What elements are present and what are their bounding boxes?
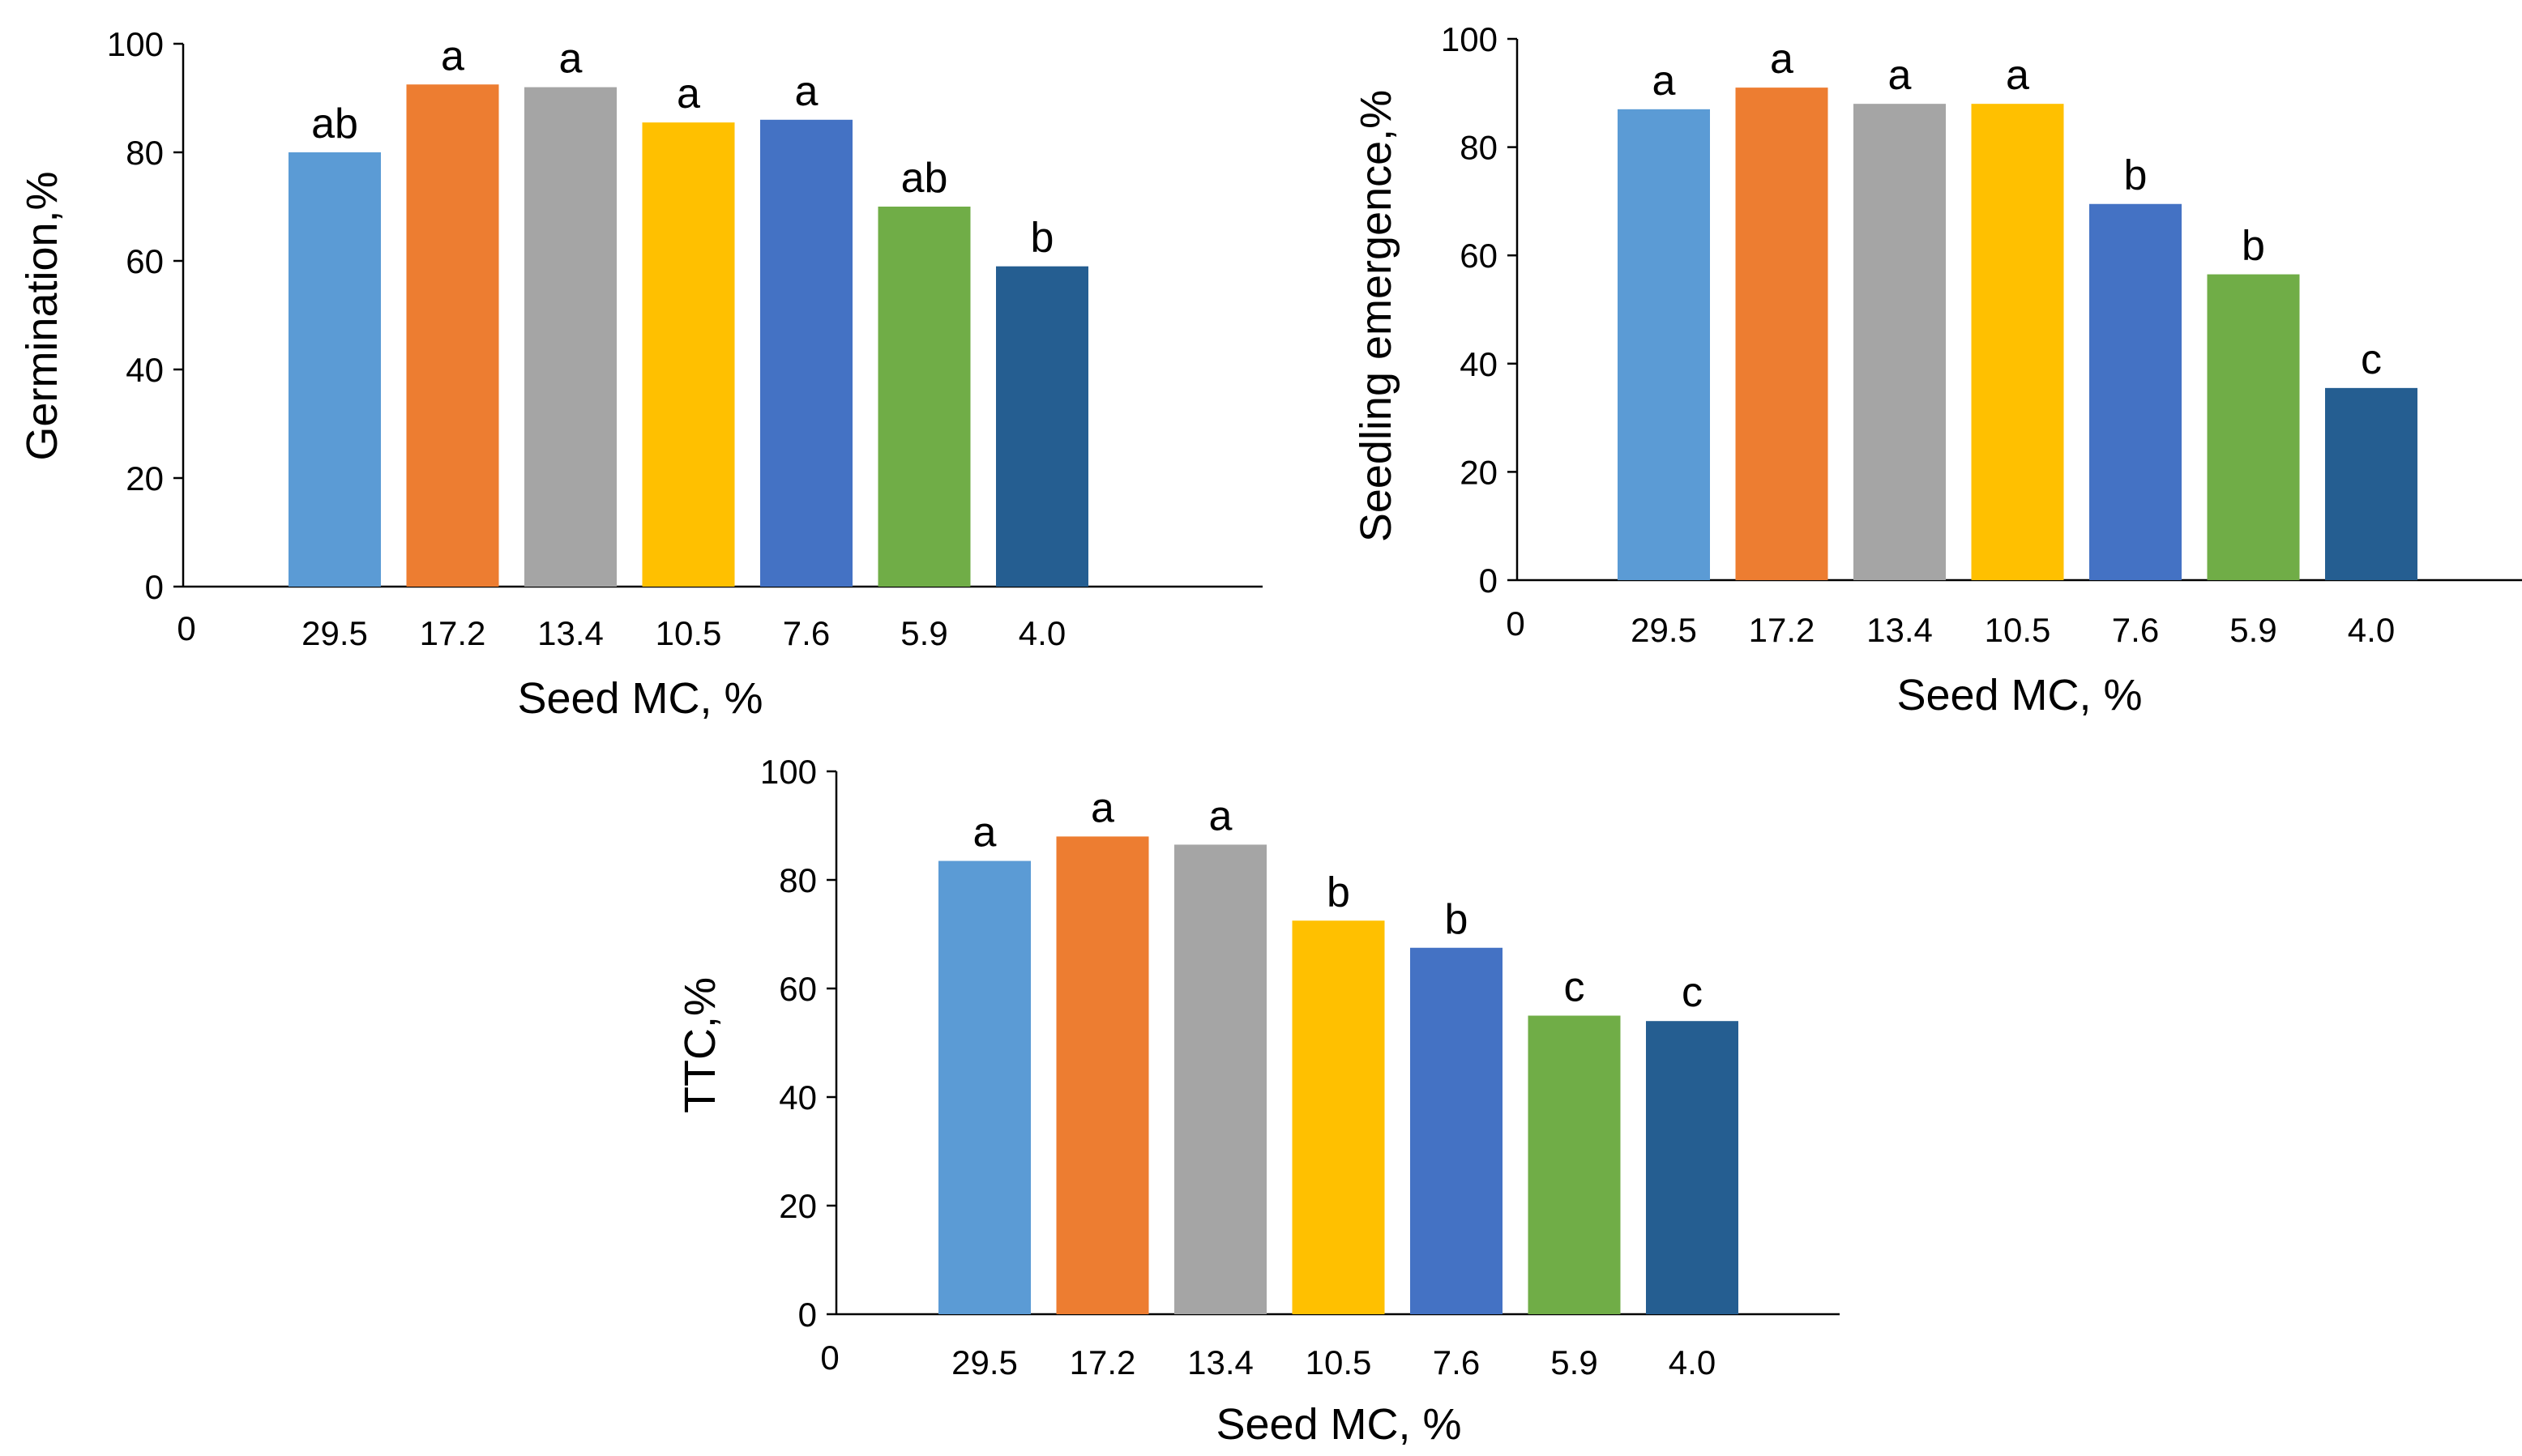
x-tick-label: 10.5	[1985, 611, 2051, 649]
x-tick-label: 4.0	[2348, 611, 2395, 649]
bar	[2325, 387, 2417, 580]
bar	[1971, 104, 2064, 580]
y-tick-label: 40	[126, 351, 164, 389]
y-tick-label: 80	[779, 861, 817, 899]
chart-svg: 0 20 40 60 80 100 0 a 29.5 a 17.2 a 13.4 b 10.5 b 7.6 c 5.…	[676, 753, 1840, 1449]
bar	[996, 266, 1088, 587]
significance-label: a	[1770, 36, 1793, 83]
y-tick-label: 60	[126, 242, 164, 280]
x-tick-label: 7.6	[2112, 611, 2159, 649]
significance-label: a	[677, 70, 700, 117]
bar	[1410, 947, 1503, 1314]
seedling-emergence-chart: 0 20 40 60 80 100 0 a 29.5 a 17.2 a 13.4 a 10.5 b 7.6 b 5.…	[1297, 0, 2522, 729]
bar	[2207, 274, 2300, 580]
significance-label: a	[1209, 792, 1233, 839]
bar	[1174, 844, 1267, 1314]
bar	[1056, 836, 1149, 1314]
x-tick-label: 4.0	[1019, 614, 1066, 652]
y-tick-label: 80	[126, 134, 164, 172]
bar	[642, 122, 735, 587]
significance-label: b	[1445, 896, 1468, 943]
x-axis-title: Seed MC, %	[1896, 671, 2142, 719]
x-axis-title: Seed MC, %	[517, 674, 763, 723]
x-tick-label: 10.5	[656, 614, 722, 652]
significance-label: a	[973, 809, 997, 856]
y-tick-label: 100	[107, 25, 164, 63]
x-tick-label: 4.0	[1669, 1343, 1716, 1381]
significance-label: c	[1564, 964, 1585, 1011]
x-tick-label: 5.9	[1550, 1343, 1597, 1381]
x-tick-label: 17.2	[1749, 611, 1815, 649]
bar	[760, 119, 853, 587]
bar	[878, 207, 971, 587]
bar	[1735, 88, 1828, 581]
y-tick-label: 0	[1479, 561, 1498, 600]
significance-label: a	[1091, 784, 1114, 831]
y-tick-label: 0	[145, 568, 164, 606]
significance-label: a	[1888, 52, 1912, 99]
chart-svg: 0 20 40 60 80 100 0 ab 29.5 a 17.2 a 13.4 a 10.5 a 7.6 ab…	[18, 25, 1263, 723]
significance-label: b	[1031, 215, 1054, 262]
significance-label: c	[2361, 336, 2382, 383]
y-axis-title: Germination,%	[18, 171, 66, 460]
y-tick-label: 20	[779, 1187, 817, 1225]
y-tick-label: 60	[1460, 237, 1498, 275]
significance-label: b	[2242, 223, 2265, 270]
y-tick-label: 60	[779, 970, 817, 1008]
x-tick-label: 5.9	[900, 614, 947, 652]
x-tick-label: 29.5	[1631, 611, 1697, 649]
significance-label: b	[1327, 869, 1350, 916]
y-tick-label: 40	[779, 1078, 817, 1117]
y-axis-title: Seedling emergence,%	[1352, 90, 1400, 542]
y-tick-label: 80	[1460, 129, 1498, 167]
x-tick-label: 29.5	[301, 614, 368, 652]
y-tick-label: 20	[126, 459, 164, 497]
chart-svg: 0 20 40 60 80 100 0 a 29.5 a 17.2 a 13.4 a 10.5 b 7.6 b 5.…	[1352, 20, 2522, 719]
x-origin-label: 0	[177, 609, 195, 647]
significance-label: a	[795, 68, 819, 115]
bar	[289, 152, 381, 587]
y-tick-label: 100	[760, 753, 817, 791]
x-tick-label: 7.6	[783, 614, 830, 652]
x-tick-label: 13.4	[1866, 611, 1933, 649]
y-tick-label: 0	[798, 1296, 817, 1334]
bar	[406, 84, 499, 587]
bar	[1646, 1021, 1738, 1314]
x-tick-label: 7.6	[1433, 1343, 1480, 1381]
significance-label: c	[1682, 969, 1703, 1016]
significance-label: b	[2124, 152, 2148, 199]
x-tick-label: 17.2	[1070, 1343, 1136, 1381]
significance-label: a	[559, 36, 583, 83]
germination-chart: 0 20 40 60 80 100 0 ab 29.5 a 17.2 a 13.4 a 10.5 a 7.6 ab…	[0, 0, 1264, 729]
x-tick-label: 13.4	[537, 614, 604, 652]
x-origin-label: 0	[1506, 604, 1524, 643]
x-tick-label: 17.2	[420, 614, 486, 652]
significance-label: ab	[311, 100, 358, 147]
bar	[938, 860, 1031, 1314]
bar	[1292, 920, 1385, 1314]
x-origin-label: 0	[820, 1339, 839, 1377]
bar	[1528, 1015, 1621, 1314]
x-tick-label: 10.5	[1306, 1343, 1372, 1381]
significance-label: ab	[901, 155, 948, 202]
x-tick-label: 29.5	[951, 1343, 1018, 1381]
bar	[2089, 203, 2182, 581]
bar	[524, 87, 617, 587]
significance-label: a	[441, 32, 464, 79]
bar	[1853, 104, 1946, 580]
significance-label: a	[2006, 52, 2029, 99]
ttc-chart: 0 20 40 60 80 100 0 a 29.5 a 17.2 a 13.4 b 10.5 b 7.6 c 5.…	[616, 729, 1880, 1452]
significance-label: a	[1652, 58, 1676, 105]
y-axis-title: TTC,%	[676, 977, 725, 1113]
x-axis-title: Seed MC, %	[1216, 1400, 1461, 1449]
y-tick-label: 40	[1460, 345, 1498, 383]
bar	[1618, 109, 1710, 581]
y-tick-label: 100	[1441, 20, 1498, 58]
x-tick-label: 13.4	[1187, 1343, 1254, 1381]
y-tick-label: 20	[1460, 453, 1498, 491]
x-tick-label: 5.9	[2229, 611, 2276, 649]
